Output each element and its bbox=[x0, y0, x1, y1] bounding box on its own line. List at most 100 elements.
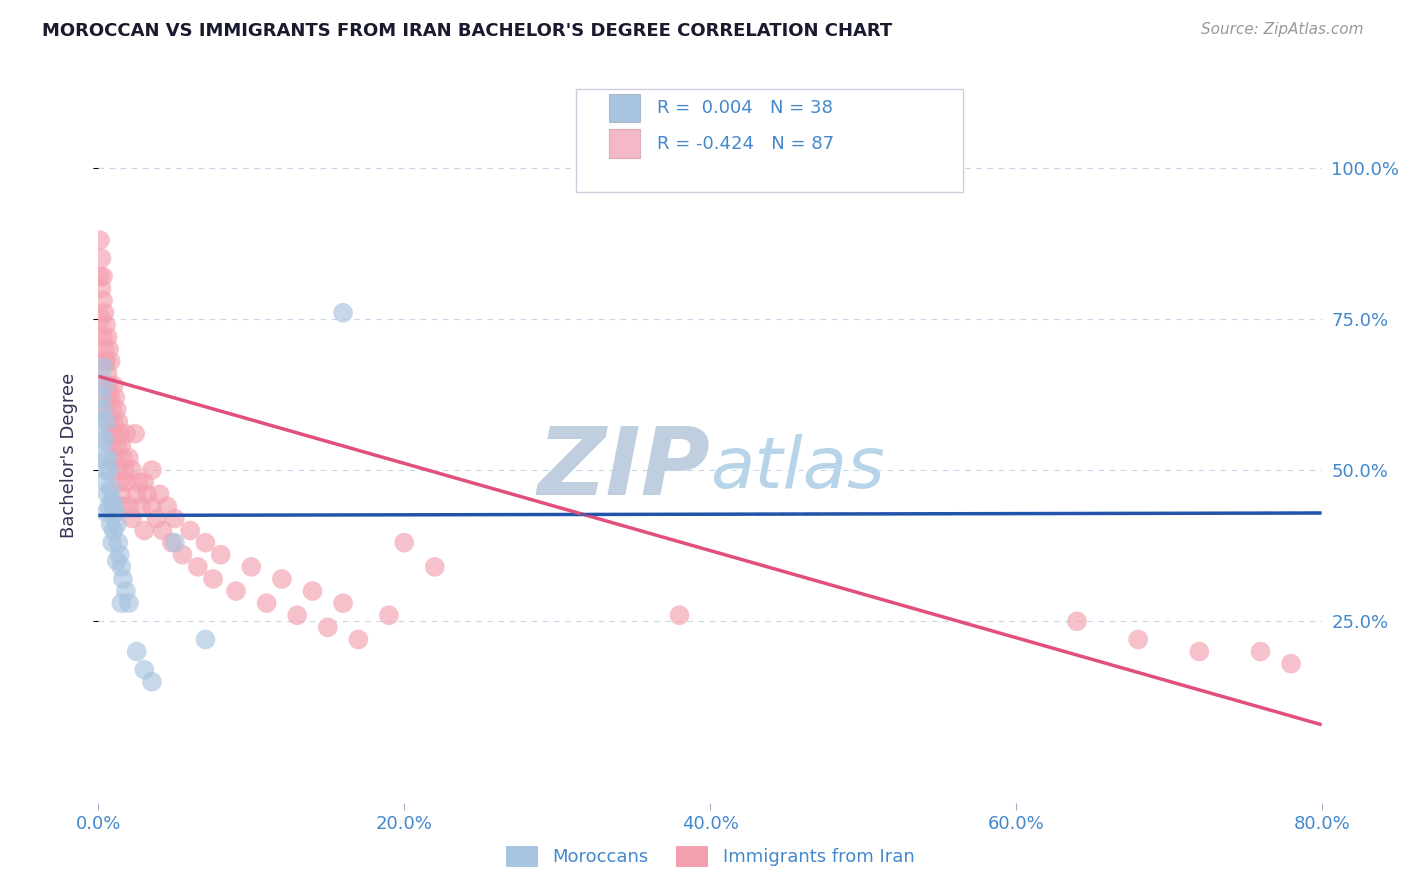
Point bbox=[1128, 632, 1150, 647]
Point bbox=[93, 475, 115, 490]
Point bbox=[179, 524, 201, 538]
Point bbox=[105, 439, 128, 453]
Point bbox=[103, 415, 125, 429]
Point bbox=[100, 517, 122, 532]
Point bbox=[90, 281, 112, 295]
Point bbox=[129, 500, 152, 514]
Point bbox=[108, 475, 131, 490]
Point bbox=[141, 674, 163, 689]
Point bbox=[97, 330, 120, 344]
Point bbox=[107, 535, 129, 549]
Point bbox=[105, 517, 128, 532]
Point bbox=[98, 463, 121, 477]
Point bbox=[115, 475, 138, 490]
Point bbox=[332, 306, 354, 320]
Point bbox=[107, 415, 129, 429]
Text: Source: ZipAtlas.com: Source: ZipAtlas.com bbox=[1201, 22, 1364, 37]
Point bbox=[90, 433, 112, 447]
Point bbox=[332, 596, 354, 610]
Point bbox=[98, 378, 121, 392]
Point bbox=[1249, 644, 1271, 658]
Point bbox=[256, 596, 278, 610]
Point bbox=[124, 426, 146, 441]
Point bbox=[121, 511, 143, 525]
Point bbox=[316, 620, 339, 634]
Point bbox=[127, 475, 149, 490]
Text: atlas: atlas bbox=[710, 434, 884, 503]
Point bbox=[172, 548, 194, 562]
Text: R = -0.424   N = 87: R = -0.424 N = 87 bbox=[657, 135, 834, 153]
Point bbox=[93, 342, 115, 356]
Point bbox=[134, 663, 156, 677]
Point bbox=[89, 269, 111, 284]
Point bbox=[163, 535, 186, 549]
Point bbox=[105, 402, 128, 417]
Point bbox=[1066, 615, 1088, 629]
Point bbox=[240, 559, 263, 574]
Point bbox=[90, 311, 112, 326]
Point bbox=[103, 378, 125, 392]
Point bbox=[202, 572, 225, 586]
Point bbox=[111, 572, 134, 586]
Point bbox=[1188, 644, 1211, 658]
Point bbox=[91, 450, 114, 465]
Point bbox=[104, 426, 127, 441]
Point bbox=[93, 354, 115, 368]
Point bbox=[93, 433, 115, 447]
Point bbox=[101, 402, 124, 417]
Point bbox=[105, 554, 128, 568]
Point bbox=[100, 391, 122, 405]
Point bbox=[110, 487, 132, 501]
Point bbox=[94, 378, 117, 392]
Point bbox=[194, 632, 217, 647]
Point bbox=[141, 463, 163, 477]
Point bbox=[136, 487, 159, 501]
Point bbox=[93, 306, 115, 320]
Point bbox=[108, 548, 131, 562]
Point bbox=[194, 535, 217, 549]
Text: ZIP: ZIP bbox=[537, 423, 710, 515]
Point bbox=[134, 524, 156, 538]
Point bbox=[115, 584, 138, 599]
Point bbox=[101, 493, 124, 508]
Point bbox=[103, 500, 125, 514]
Point bbox=[187, 559, 209, 574]
Point bbox=[301, 584, 323, 599]
Point bbox=[110, 439, 132, 453]
Point bbox=[104, 391, 127, 405]
Point bbox=[152, 524, 174, 538]
Point bbox=[423, 559, 446, 574]
Point bbox=[121, 463, 143, 477]
Point bbox=[118, 450, 141, 465]
Point bbox=[270, 572, 292, 586]
Point bbox=[118, 596, 141, 610]
Point bbox=[100, 354, 122, 368]
Point bbox=[97, 391, 120, 405]
Point bbox=[156, 500, 179, 514]
Point bbox=[98, 500, 121, 514]
Point bbox=[97, 450, 120, 465]
Point bbox=[101, 433, 124, 447]
Point bbox=[93, 378, 115, 392]
Point bbox=[118, 500, 141, 514]
Point bbox=[90, 391, 112, 405]
Point bbox=[91, 293, 114, 308]
Point bbox=[225, 584, 247, 599]
Point bbox=[110, 596, 132, 610]
Point bbox=[89, 233, 111, 247]
Point bbox=[98, 415, 121, 429]
Point bbox=[112, 463, 135, 477]
Point bbox=[125, 644, 148, 658]
Point bbox=[94, 354, 117, 368]
Point bbox=[91, 360, 114, 375]
Legend: Moroccans, Immigrants from Iran: Moroccans, Immigrants from Iran bbox=[498, 838, 922, 874]
Point bbox=[134, 475, 156, 490]
Point bbox=[111, 450, 134, 465]
Point bbox=[97, 366, 120, 380]
Point bbox=[91, 269, 114, 284]
Point bbox=[101, 535, 124, 549]
Point bbox=[392, 535, 416, 549]
Point bbox=[141, 500, 163, 514]
Point bbox=[94, 402, 117, 417]
Point bbox=[98, 342, 121, 356]
